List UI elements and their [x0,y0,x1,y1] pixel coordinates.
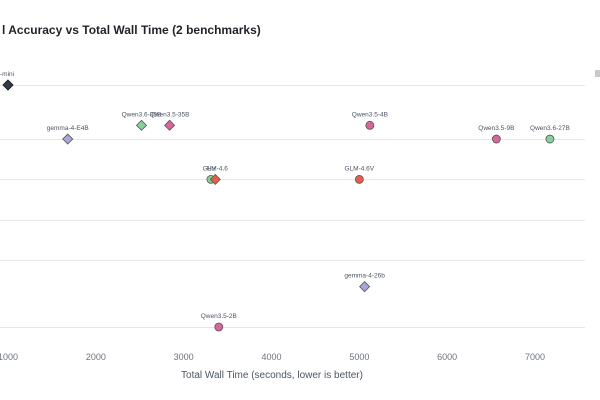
x-tick-label: 7000 [525,352,545,362]
point-label: gemma-4-26b [344,273,385,280]
point-label: Qwen3.6-27B [530,125,570,132]
scatter-point [545,134,555,144]
scatter-point [365,120,375,130]
chart-title: l Accuracy vs Total Wall Time (2 benchma… [2,23,261,37]
point-label: Qwen3.5-9B [478,125,514,132]
right-edge-marker [595,70,600,77]
scatter-point [359,281,371,293]
x-tick-label: 1000 [0,352,18,362]
scatter-point [209,173,221,185]
point-label: GLM-4.6 [203,165,229,172]
x-tick-label: 3000 [174,352,194,362]
point-label: Hu [207,165,216,172]
x-axis-label: Total Wall Time (seconds, lower is bette… [181,370,363,381]
scatter-point [214,322,224,332]
x-axis-ticks: 1000 2000 3000 4000 5000 6000 7000 [0,352,545,362]
x-tick-label: 5000 [349,352,369,362]
scatter-point [62,133,74,145]
point-label: gemma-4-E4B [47,125,89,132]
scatter-point [354,174,364,184]
scatter-point [135,119,148,131]
point-label: Qwen3.6-35B [122,111,162,118]
point-label: GLM-4.6V [345,165,375,172]
x-tick-label: 2000 [86,352,106,362]
point-label: Qwen3.5-2B [201,313,237,320]
gridlines [0,85,585,328]
scatter-point [164,119,176,131]
point-label: Qwen3.5-4B [352,111,388,118]
x-tick-label: 6000 [437,352,457,362]
scatter-point [2,79,14,91]
scatter-point [491,134,501,144]
x-tick-label: 4000 [261,352,281,362]
data-points [2,79,555,332]
point-label: Qwen3.5-35B [150,111,190,118]
point-label: -mini [0,71,14,78]
